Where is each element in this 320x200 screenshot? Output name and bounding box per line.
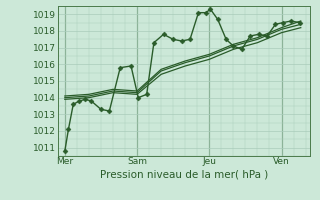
X-axis label: Pression niveau de la mer( hPa ): Pression niveau de la mer( hPa ) [100, 169, 268, 179]
